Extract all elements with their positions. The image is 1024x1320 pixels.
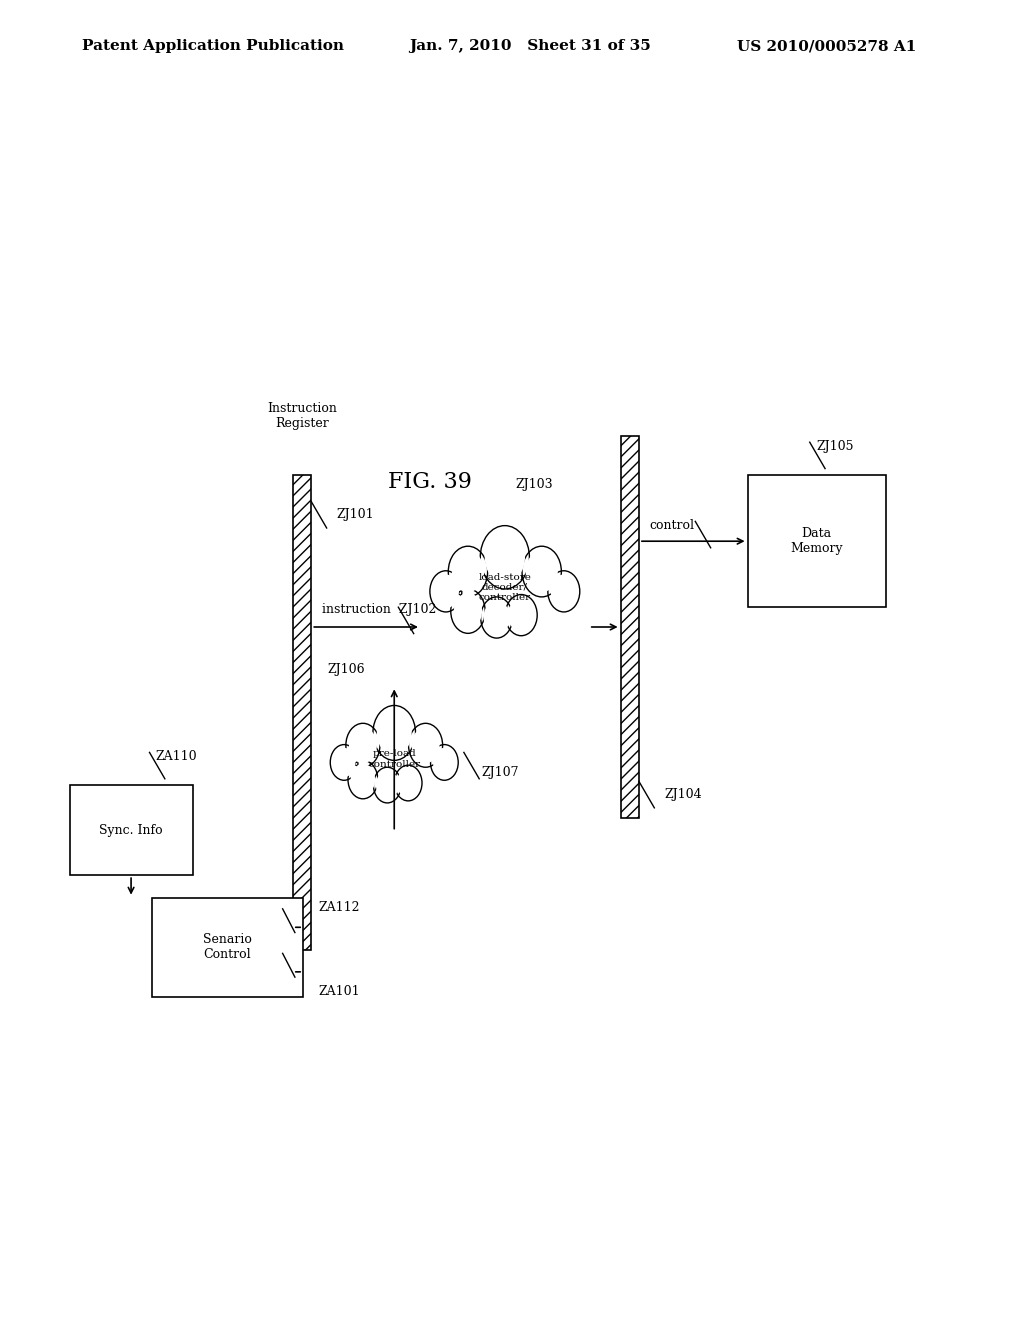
Text: load-store
decoder/
controller: load-store decoder/ controller: [478, 573, 531, 602]
Text: control: control: [649, 519, 694, 532]
Text: ZA112: ZA112: [318, 902, 360, 913]
Circle shape: [376, 771, 398, 800]
Circle shape: [433, 574, 459, 609]
Text: US 2010/0005278 A1: US 2010/0005278 A1: [737, 40, 916, 53]
Circle shape: [508, 598, 535, 632]
Text: Sync. Info: Sync. Info: [99, 824, 163, 837]
Text: ZJ105: ZJ105: [817, 440, 854, 453]
Bar: [293, 475, 311, 950]
Text: pre-load
controller: pre-load controller: [369, 750, 420, 768]
FancyBboxPatch shape: [70, 785, 193, 875]
Circle shape: [333, 748, 355, 777]
Circle shape: [346, 723, 380, 767]
Text: ZJ101: ZJ101: [337, 508, 375, 521]
Text: ZA101: ZA101: [318, 985, 360, 998]
Text: Data
Memory: Data Memory: [791, 527, 843, 556]
Bar: [621, 436, 639, 818]
Text: ZJ104: ZJ104: [665, 788, 702, 801]
Circle shape: [373, 705, 416, 760]
Text: instruction  ZJ102: instruction ZJ102: [322, 603, 436, 616]
Circle shape: [430, 744, 458, 780]
Text: ZJ106: ZJ106: [328, 663, 366, 676]
FancyBboxPatch shape: [152, 898, 303, 997]
Circle shape: [374, 767, 401, 803]
Circle shape: [484, 532, 525, 583]
Circle shape: [433, 748, 456, 777]
Circle shape: [430, 570, 462, 612]
Circle shape: [452, 550, 484, 593]
Text: ZJ103: ZJ103: [515, 478, 553, 491]
Circle shape: [394, 766, 422, 801]
Circle shape: [349, 727, 377, 763]
Circle shape: [331, 744, 358, 780]
Text: Jan. 7, 2010   Sheet 31 of 35: Jan. 7, 2010 Sheet 31 of 35: [410, 40, 651, 53]
Text: FIG. 39: FIG. 39: [388, 471, 472, 492]
Circle shape: [348, 760, 378, 799]
Circle shape: [409, 723, 442, 767]
Circle shape: [551, 574, 577, 609]
Text: ZJ107: ZJ107: [481, 766, 519, 779]
Circle shape: [483, 601, 510, 635]
Circle shape: [480, 597, 513, 638]
Circle shape: [505, 594, 538, 636]
Circle shape: [377, 710, 412, 755]
Circle shape: [449, 546, 487, 597]
Circle shape: [350, 764, 375, 796]
Circle shape: [397, 768, 420, 797]
Circle shape: [525, 550, 558, 593]
Circle shape: [451, 589, 485, 634]
Circle shape: [454, 593, 482, 630]
Circle shape: [412, 727, 439, 763]
Text: Senario
Control: Senario Control: [203, 933, 252, 961]
Text: ZA110: ZA110: [156, 750, 198, 763]
Circle shape: [548, 570, 580, 612]
Circle shape: [480, 525, 529, 589]
FancyBboxPatch shape: [748, 475, 886, 607]
Text: Patent Application Publication: Patent Application Publication: [82, 40, 344, 53]
Circle shape: [522, 546, 561, 597]
Text: Instruction
Register: Instruction Register: [267, 401, 337, 430]
